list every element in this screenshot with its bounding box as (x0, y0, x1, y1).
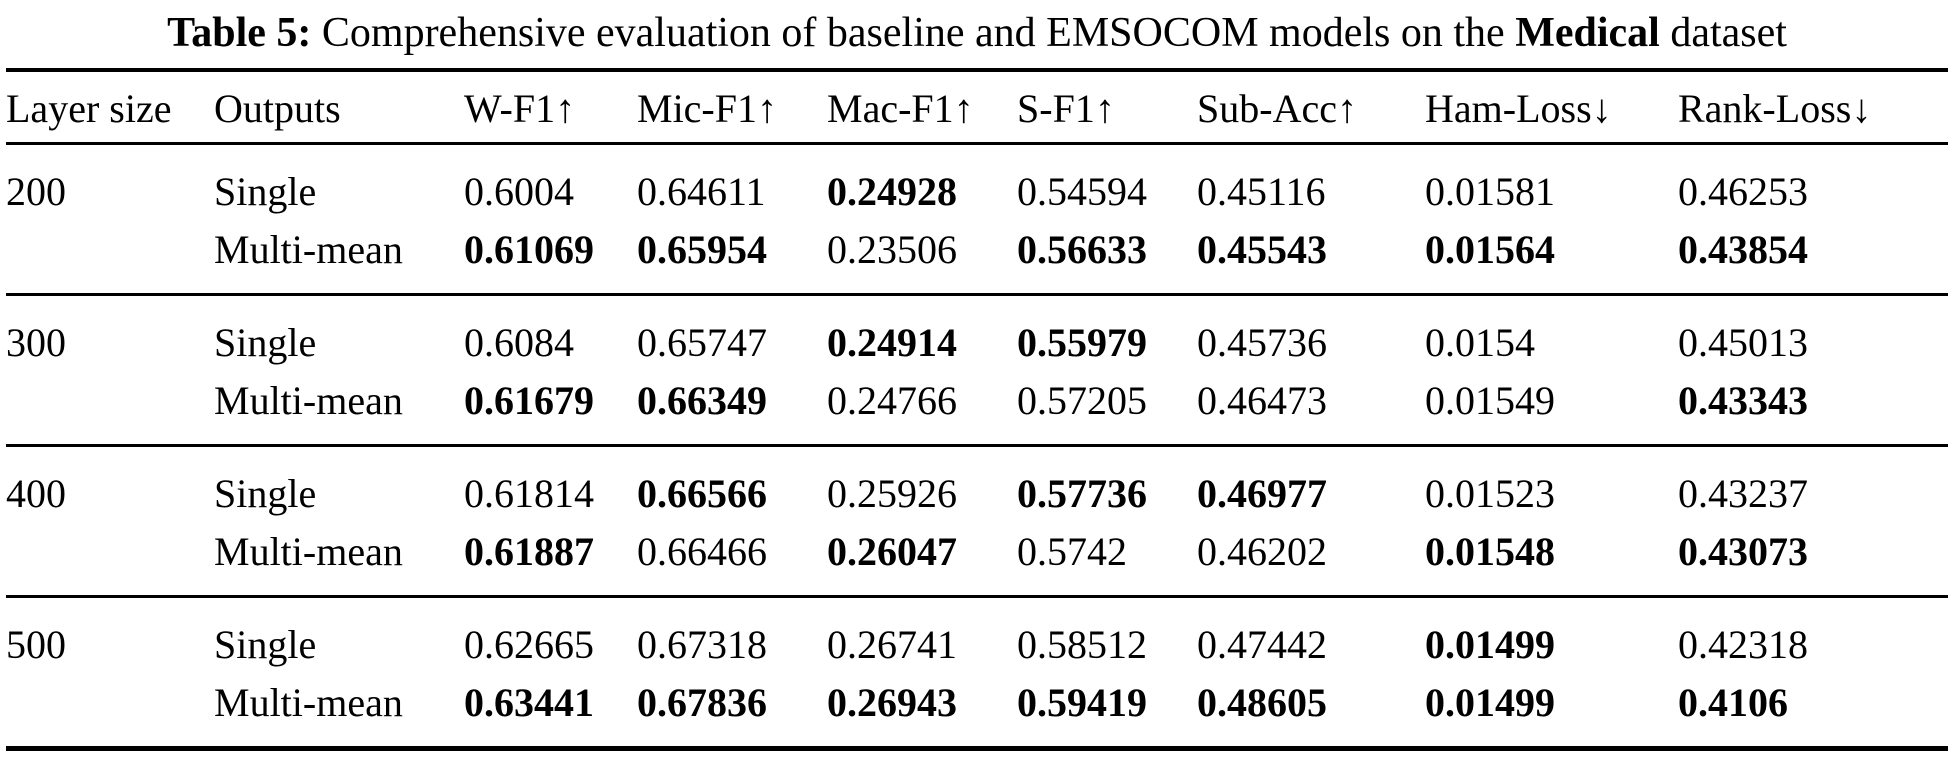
metric-cell: 0.67836 (637, 680, 767, 726)
metric-cell: 0.61887 (464, 529, 594, 575)
column-header: Outputs (214, 70, 464, 146)
column-header: Layer size (6, 70, 214, 146)
metric-cell: 0.47442 (1197, 595, 1425, 675)
metric-cell: 0.25926 (827, 444, 1017, 524)
metric-cell: 0.57205 (1017, 378, 1147, 424)
column-header: Rank-Loss↓ (1678, 70, 1948, 146)
metric-cell: 0.66349 (637, 378, 767, 424)
header-row: Layer size Outputs W-F1↑ Mic-F1↑ Mac-F1↑ S-F1… (6, 70, 1948, 146)
metric-cell: 0.63441 (464, 680, 594, 726)
table-caption: Table 5: Comprehensive evaluation of bas… (6, 8, 1948, 58)
metric-cell: 0.26943 (827, 680, 957, 726)
metric-cell: 0.46977 (1197, 444, 1425, 524)
metric-cell: 0.01499 (1425, 595, 1678, 675)
column-header: W-F1↑ (464, 70, 637, 146)
metric-cell: 0.6004 (464, 142, 637, 222)
metric-cell: 0.64611 (637, 142, 827, 222)
metric-cell: 0.26047 (827, 529, 957, 575)
table-row: Multi-mean 0.61887 0.66466 0.26047 0.5742 0.4… (6, 523, 1948, 597)
outputs-cell: Single (214, 444, 464, 524)
column-header: Ham-Loss↓ (1425, 70, 1678, 146)
outputs-cell: Multi-mean (214, 680, 403, 726)
caption-segment: Table 5: (167, 10, 312, 56)
metric-cell: 0.01523 (1425, 444, 1678, 524)
metric-cell: 0.61069 (464, 227, 594, 273)
metric-cell: 0.01499 (1425, 680, 1555, 726)
metric-cell: 0.24928 (827, 142, 1017, 222)
metric-cell: 0.43237 (1678, 444, 1948, 524)
metric-cell: 0.67318 (637, 595, 827, 675)
metric-cell: 0.43343 (1678, 378, 1808, 424)
metric-cell: 0.45736 (1197, 293, 1425, 373)
table-row: 300 Single 0.6084 0.65747 0.24914 0.55979 0.45… (6, 293, 1948, 446)
metric-cell: 0.45543 (1197, 227, 1327, 273)
layer-size-cell: 200 (6, 142, 214, 295)
metric-cell: 0.43073 (1678, 529, 1808, 575)
metric-cell: 0.58512 (1017, 595, 1197, 675)
metric-cell: 0.43854 (1678, 227, 1808, 273)
metric-cell: 0.6084 (464, 293, 637, 373)
metric-cell: 0.01581 (1425, 142, 1678, 222)
table-header: Layer size Outputs W-F1↑ Mic-F1↑ Mac-F1↑ S-F1… (6, 70, 1948, 146)
metric-cell: 0.5742 (1017, 529, 1127, 575)
column-header: Mac-F1↑ (827, 70, 1017, 146)
metric-cell: 0.23506 (827, 227, 957, 273)
metric-cell: 0.45116 (1197, 142, 1425, 222)
metric-cell: 0.66466 (637, 529, 767, 575)
caption-segment: dataset (1659, 10, 1787, 56)
metric-cell: 0.48605 (1197, 680, 1327, 726)
metric-cell: 0.66566 (637, 444, 827, 524)
metric-cell: 0.46473 (1197, 378, 1327, 424)
metric-cell: 0.4106 (1678, 680, 1788, 726)
metric-cell: 0.24766 (827, 378, 957, 424)
column-header: Sub-Acc↑ (1197, 70, 1425, 146)
outputs-cell: Single (214, 142, 464, 222)
layer-size-cell: 400 (6, 444, 214, 597)
metric-cell: 0.46202 (1197, 529, 1327, 575)
outputs-cell: Single (214, 293, 464, 373)
outputs-cell: Multi-mean (214, 227, 403, 273)
metric-cell: 0.59419 (1017, 680, 1147, 726)
outputs-cell: Single (214, 595, 464, 675)
metric-cell: 0.0154 (1425, 293, 1678, 373)
table-body: 200 Single 0.6004 0.64611 0.24928 0.54594 0.45… (6, 142, 1948, 749)
metric-cell: 0.61814 (464, 444, 637, 524)
table-row: 200 Single 0.6004 0.64611 0.24928 0.54594 0.45… (6, 142, 1948, 295)
metric-cell: 0.62665 (464, 595, 637, 675)
metric-cell: 0.42318 (1678, 595, 1948, 675)
results-table: Layer size Outputs W-F1↑ Mic-F1↑ Mac-F1↑ S-F1… (6, 68, 1948, 752)
metric-cell: 0.56633 (1017, 227, 1147, 273)
caption-segment: Comprehensive evaluation of baseline and… (311, 10, 1516, 56)
layer-size-cell: 300 (6, 293, 214, 446)
metric-cell: 0.45013 (1678, 293, 1948, 373)
table-row: 500 Single 0.62665 0.67318 0.26741 0.58512 0.4… (6, 595, 1948, 749)
layer-size-cell: 500 (6, 595, 214, 749)
metric-cell: 0.01548 (1425, 529, 1555, 575)
table-row: Multi-mean 0.63441 0.67836 0.26943 0.59419 0.… (6, 674, 1948, 749)
table-row: Multi-mean 0.61069 0.65954 0.23506 0.56633 0.… (6, 221, 1948, 295)
metric-cell: 0.57736 (1017, 444, 1197, 524)
table-row: Multi-mean 0.61679 0.66349 0.24766 0.57205 0.… (6, 372, 1948, 446)
metric-cell: 0.61679 (464, 378, 594, 424)
outputs-cell: Multi-mean (214, 378, 403, 424)
metric-cell: 0.01564 (1425, 227, 1555, 273)
metric-cell: 0.01549 (1425, 378, 1555, 424)
column-header: Mic-F1↑ (637, 70, 827, 146)
outputs-cell: Multi-mean (214, 529, 403, 575)
metric-cell: 0.26741 (827, 595, 1017, 675)
metric-cell: 0.65747 (637, 293, 827, 373)
caption-segment: Medical (1515, 10, 1660, 56)
column-header: S-F1↑ (1017, 70, 1197, 146)
table-row: 400 Single 0.61814 0.66566 0.25926 0.57736 0.4… (6, 444, 1948, 597)
metric-cell: 0.65954 (637, 227, 767, 273)
metric-cell: 0.46253 (1678, 142, 1948, 222)
metric-cell: 0.54594 (1017, 142, 1197, 222)
metric-cell: 0.24914 (827, 293, 1017, 373)
metric-cell: 0.55979 (1017, 293, 1197, 373)
